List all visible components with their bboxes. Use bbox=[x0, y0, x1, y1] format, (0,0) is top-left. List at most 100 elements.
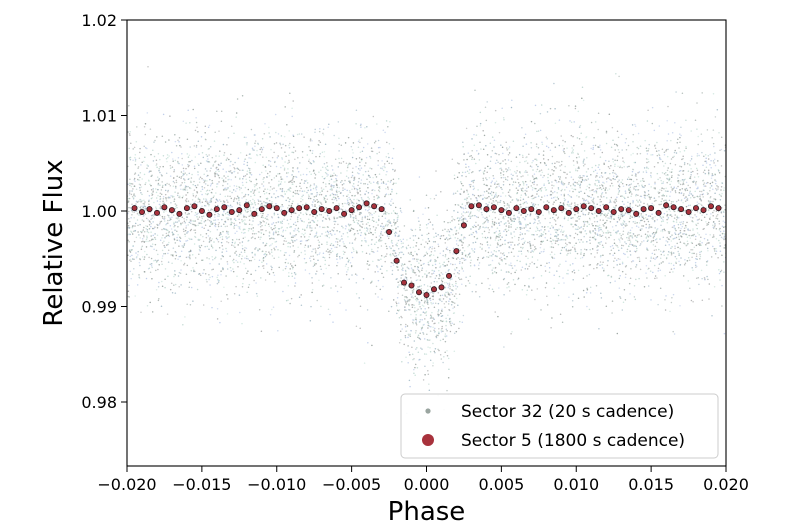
sector-32-point bbox=[262, 181, 265, 183]
sector-32-point bbox=[324, 259, 327, 262]
sector-32-point bbox=[537, 147, 540, 149]
sector-32-point bbox=[455, 258, 458, 260]
sector-32-point bbox=[177, 233, 179, 236]
sector-32-point bbox=[462, 207, 465, 209]
sector-32-point bbox=[575, 242, 577, 245]
sector-32-point bbox=[380, 231, 383, 233]
sector-32-point bbox=[572, 279, 574, 281]
sector-32-point bbox=[241, 241, 244, 243]
sector-32-point bbox=[473, 133, 475, 136]
sector-32-point bbox=[534, 158, 536, 160]
sector-32-point bbox=[609, 245, 612, 248]
sector-32-point bbox=[677, 199, 680, 201]
sector-32-point bbox=[204, 200, 207, 203]
sector-32-point bbox=[473, 158, 476, 160]
sector-32-point bbox=[517, 243, 519, 246]
sector-32-point bbox=[692, 228, 694, 230]
sector-32-point bbox=[599, 156, 602, 158]
sector-32-point bbox=[465, 211, 468, 213]
sector-32-point bbox=[289, 186, 291, 189]
sector-32-point bbox=[563, 148, 565, 150]
sector-32-point bbox=[167, 222, 169, 224]
sector-32-point bbox=[281, 195, 283, 197]
sector-32-point bbox=[303, 136, 305, 138]
sector-32-point bbox=[206, 245, 209, 248]
sector-32-point bbox=[289, 302, 291, 305]
sector-32-point bbox=[235, 210, 237, 213]
sector-32-point bbox=[407, 361, 409, 364]
sector-32-point bbox=[131, 273, 134, 275]
sector-32-point bbox=[615, 200, 618, 202]
sector-32-point bbox=[446, 355, 449, 357]
sector-32-point bbox=[714, 222, 716, 225]
sector-32-point bbox=[216, 229, 219, 231]
sector-32-point bbox=[156, 166, 158, 168]
sector-32-point bbox=[544, 236, 546, 239]
sector-32-point bbox=[598, 226, 601, 229]
sector-32-point bbox=[312, 201, 314, 203]
sector-32-point bbox=[548, 271, 551, 273]
sector-32-point bbox=[428, 389, 431, 392]
sector-32-point bbox=[179, 240, 182, 242]
sector-32-point bbox=[211, 246, 214, 249]
sector-32-point bbox=[497, 161, 499, 164]
sector-32-point bbox=[587, 201, 590, 203]
sector-32-point bbox=[563, 239, 565, 241]
sector-32-point bbox=[413, 358, 415, 360]
sector-32-point bbox=[547, 173, 549, 175]
sector-32-point bbox=[323, 256, 326, 259]
sector-32-point bbox=[368, 208, 370, 211]
sector-32-point bbox=[400, 323, 402, 326]
sector-32-point bbox=[702, 183, 705, 186]
sector-32-point bbox=[567, 219, 569, 221]
sector-32-point bbox=[489, 237, 492, 240]
sector-32-point bbox=[505, 170, 508, 173]
sector-32-point bbox=[180, 177, 182, 180]
sector-32-point bbox=[134, 180, 136, 183]
sector-32-point bbox=[185, 227, 187, 229]
sector-32-point bbox=[401, 294, 404, 296]
sector-32-point bbox=[720, 148, 723, 151]
sector-32-point bbox=[194, 129, 197, 132]
sector-32-point bbox=[201, 177, 203, 180]
sector-32-point bbox=[601, 191, 604, 194]
sector-32-point bbox=[262, 178, 264, 181]
sector-32-point bbox=[378, 186, 380, 189]
sector-32-point bbox=[628, 282, 631, 285]
sector-32-point bbox=[310, 255, 312, 258]
sector-32-point bbox=[338, 231, 341, 233]
sector-32-point bbox=[505, 234, 508, 236]
sector-32-point bbox=[442, 338, 444, 340]
sector-32-point bbox=[496, 196, 498, 198]
sector-32-point bbox=[208, 238, 211, 240]
sector-32-point bbox=[392, 168, 394, 171]
sector-32-point bbox=[235, 198, 238, 200]
sector-32-point bbox=[204, 168, 207, 170]
sector-32-point bbox=[369, 212, 372, 214]
sector-32-point bbox=[549, 227, 552, 229]
sector-32-point bbox=[282, 243, 285, 245]
sector-32-point bbox=[614, 172, 616, 174]
sector-32-point bbox=[690, 130, 692, 132]
sector-32-point bbox=[494, 109, 497, 112]
sector-32-point bbox=[134, 295, 136, 297]
sector-32-point bbox=[234, 232, 236, 234]
sector-32-point bbox=[139, 147, 141, 150]
sector-32-point bbox=[696, 169, 699, 171]
sector-32-point bbox=[374, 271, 376, 273]
sector-32-point bbox=[457, 211, 459, 213]
sector-32-point bbox=[663, 199, 665, 202]
sector-32-point bbox=[227, 136, 230, 139]
sector-32-point bbox=[617, 165, 619, 168]
sector-32-point bbox=[230, 153, 232, 156]
sector-32-point bbox=[403, 343, 405, 346]
sector-32-point bbox=[545, 282, 548, 284]
sector-32-point bbox=[638, 216, 641, 218]
sector-32-point bbox=[603, 195, 605, 198]
sector-32-point bbox=[287, 207, 289, 209]
sector-32-point bbox=[580, 132, 582, 134]
sector-32-point bbox=[520, 214, 522, 216]
sector-32-point bbox=[293, 271, 296, 274]
sector-32-point bbox=[696, 152, 699, 155]
sector-32-point bbox=[156, 260, 158, 262]
